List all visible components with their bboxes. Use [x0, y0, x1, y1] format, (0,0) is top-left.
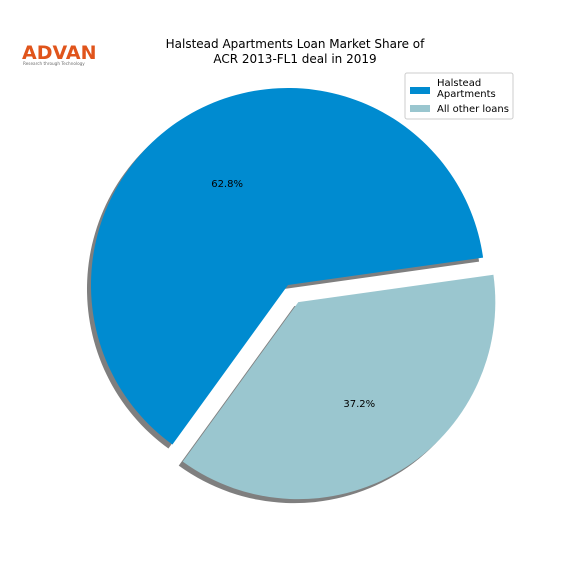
pie-slice-1: [182, 274, 496, 500]
chart-title-line-2: ACR 2013-FL1 deal in 2019: [213, 52, 376, 66]
legend-label: Halstead: [437, 78, 481, 89]
percent-labels: 62.8% 37.2%: [211, 179, 375, 410]
legend-label: All other loans: [437, 104, 509, 115]
logo-tagline: Research through Technology: [23, 61, 85, 66]
advan-logo: ADVAN Research through Technology: [22, 42, 97, 66]
pie-slice-0: [90, 87, 484, 445]
legend-swatch: [410, 87, 430, 94]
slice-percent-label: 62.8%: [211, 179, 243, 190]
chart-title-line-1: Halstead Apartments Loan Market Share of: [166, 37, 426, 51]
legend-swatch: [410, 105, 430, 112]
legend-frame: [404, 72, 514, 120]
slice-percent-label: 37.2%: [343, 399, 375, 410]
pie-slices: [90, 87, 496, 500]
legend-label: Apartments: [437, 89, 496, 100]
logo-wordmark: ADVAN: [22, 42, 97, 64]
